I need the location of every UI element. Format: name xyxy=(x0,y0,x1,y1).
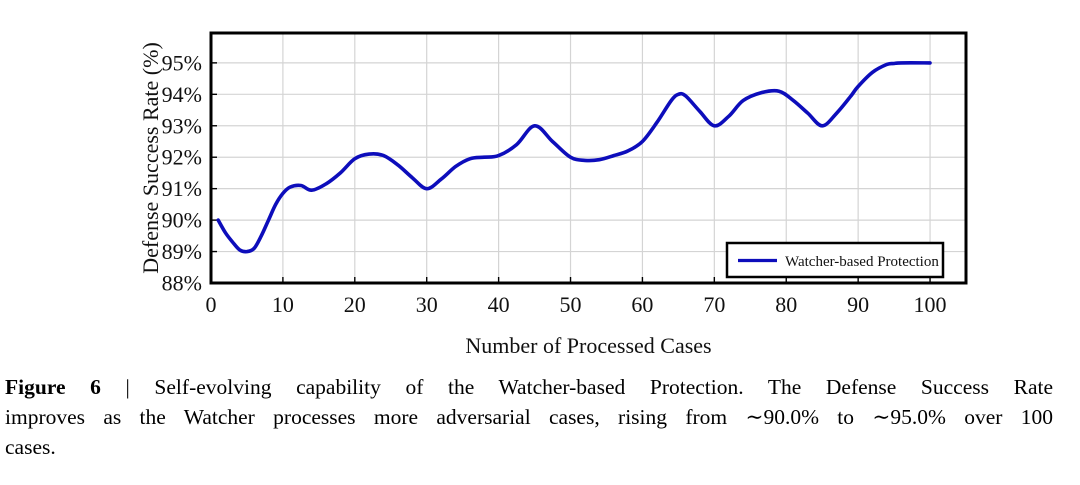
y-tick-label: 93% xyxy=(162,113,202,138)
grid-lines xyxy=(211,33,966,283)
x-tick-label: 60 xyxy=(631,292,653,317)
y-tick-label: 88% xyxy=(162,271,202,296)
figure: 0 10 20 30 40 50 60 70 80 90 100 88% 89% 90% 91% 92% 93%… xyxy=(5,31,1053,462)
y-tick-label: 92% xyxy=(162,145,202,170)
legend: Watcher-based Protection xyxy=(725,241,945,279)
x-tick-label: 40 xyxy=(488,292,510,317)
legend-label: Watcher-based Protection xyxy=(785,254,939,270)
x-tick-label: 90 xyxy=(847,292,869,317)
caption-line-1: Figure 6 | Self-evolving capability of t… xyxy=(5,372,1053,402)
line-chart: 0 10 20 30 40 50 60 70 80 90 100 88% 89% 90% 91% 92% 93%… xyxy=(138,31,968,358)
x-tick-label: 20 xyxy=(344,292,366,317)
series-line-watcher xyxy=(216,61,932,254)
x-tick-label: 10 xyxy=(272,292,294,317)
chart-canvas: 0 10 20 30 40 50 60 70 80 90 100 88% 89% 90% 91% 92% 93%… xyxy=(138,31,968,358)
y-axis-label: Defense Success Rate (%) xyxy=(138,42,163,274)
caption-line-2: improves as the Watcher processes more a… xyxy=(5,405,1053,429)
y-tick-label: 91% xyxy=(162,176,202,201)
y-tick-label: 90% xyxy=(162,208,202,233)
y-tick-label: 89% xyxy=(162,239,202,264)
figure-caption: Figure 6 | Self-evolving capability of t… xyxy=(5,372,1053,462)
x-tick-label: 80 xyxy=(775,292,797,317)
plot-border xyxy=(209,31,968,285)
x-tick-label: 100 xyxy=(914,292,947,317)
x-tick-label: 50 xyxy=(560,292,582,317)
x-axis-label: Number of Processed Cases xyxy=(465,333,711,358)
caption-label: Figure 6 xyxy=(5,375,101,399)
x-tick-label: 0 xyxy=(206,292,217,317)
caption-line-3: cases. xyxy=(5,435,56,459)
caption-text-1: | Self-evolving capability of the Watche… xyxy=(125,375,1054,399)
y-tick-label: 95% xyxy=(162,50,202,75)
x-tick-label: 70 xyxy=(703,292,725,317)
y-tick-label: 94% xyxy=(162,82,202,107)
x-tick-label: 30 xyxy=(416,292,438,317)
tick-labels: 0 10 20 30 40 50 60 70 80 90 100 88% 89% 90% 91% 92% 93%… xyxy=(162,50,947,317)
